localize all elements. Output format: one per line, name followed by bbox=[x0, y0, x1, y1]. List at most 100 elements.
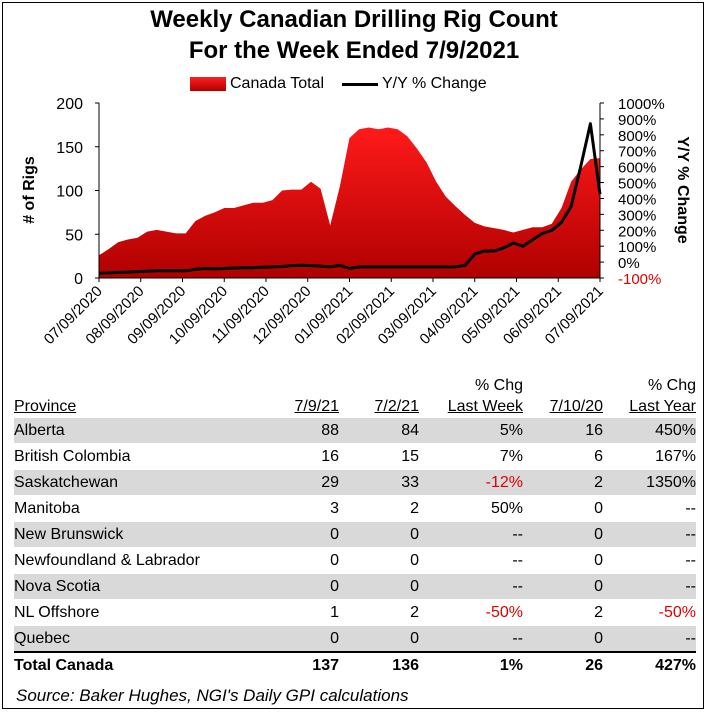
header-top-cell: % Chg bbox=[647, 377, 696, 394]
table-cell-province: NL Offshore bbox=[14, 599, 264, 626]
table-cell-chg-year: -- bbox=[603, 521, 696, 548]
table-cell-cur: 0 bbox=[264, 625, 339, 653]
table-cell-year-ago: 0 bbox=[523, 625, 603, 653]
rig-count-chart: 0 50 100 150 200 -100%0%100%200%300%400%500%6… bbox=[21, 96, 691, 348]
total-cell-chg-year: 427% bbox=[603, 651, 696, 678]
table-cell-chg-year: 1350% bbox=[603, 469, 696, 496]
table-cell-year-ago: 0 bbox=[523, 495, 603, 522]
table-cell-cur: 16 bbox=[264, 443, 339, 470]
header-top-cell bbox=[264, 376, 339, 396]
y-tick-label-left: 0 bbox=[74, 271, 83, 288]
header-cell: Province bbox=[14, 398, 77, 415]
table-cell-prev: 84 bbox=[339, 418, 419, 444]
legend-area-swatch bbox=[190, 77, 226, 91]
table-cell-cur: 0 bbox=[264, 573, 339, 600]
table-cell-cur: 3 bbox=[264, 495, 339, 522]
series-yy-change-line bbox=[98, 122, 602, 275]
legend-line-swatch bbox=[342, 82, 378, 86]
table-cell-chg-year: -- bbox=[603, 573, 696, 600]
table-cell-chg-week: 7% bbox=[419, 443, 523, 470]
table-cell-prev: 33 bbox=[339, 469, 419, 496]
table-cell-province: Manitoba bbox=[14, 495, 264, 522]
total-cell-cur: 137 bbox=[264, 651, 339, 678]
legend: Canada Total Y/Y % Change bbox=[190, 75, 487, 93]
table-cell-province: New Brunswick bbox=[14, 521, 264, 548]
series-canada-total-area bbox=[99, 127, 600, 278]
y-tick-label-right: 500% bbox=[618, 176, 656, 193]
y-tick-label-left: 200 bbox=[56, 96, 83, 113]
header-top-cell bbox=[14, 376, 264, 396]
table-cell-prev: 0 bbox=[339, 547, 419, 574]
y-tick-label-right: -100% bbox=[618, 271, 661, 288]
total-cell-chg-week: 1% bbox=[419, 651, 523, 678]
table-cell-year-ago: 6 bbox=[523, 443, 603, 470]
table-header-top: % Chg % Chg bbox=[14, 376, 696, 396]
y-tick-label-right: 0% bbox=[618, 255, 640, 272]
table-row: Manitoba 3 2 50% 0 -- bbox=[14, 495, 696, 522]
table-row: Saskatchewan 29 33 -12% 2 1350% bbox=[14, 469, 696, 496]
y-tick-label-right: 100% bbox=[618, 239, 656, 256]
source-note: Source: Baker Hughes, NGI's Daily GPI ca… bbox=[16, 686, 409, 705]
y-tick-label-left: 150 bbox=[56, 140, 83, 157]
table-cell-cur: 88 bbox=[264, 418, 339, 444]
table-cell-prev: 2 bbox=[339, 495, 419, 522]
table-cell-chg-year: -- bbox=[603, 547, 696, 574]
table-cell-chg-week: -50% bbox=[419, 599, 523, 626]
table-cell-province: Quebec bbox=[14, 625, 264, 653]
total-cell-prev: 136 bbox=[339, 651, 419, 678]
table-cell-chg-week: -12% bbox=[419, 469, 523, 496]
table-cell-chg-week: -- bbox=[419, 547, 523, 574]
table-cell-prev: 15 bbox=[339, 443, 419, 470]
header-top-cell: % Chg bbox=[474, 377, 523, 394]
table-cell-year-ago: 0 bbox=[523, 547, 603, 574]
table-cell-chg-week: 50% bbox=[419, 495, 523, 522]
table-cell-chg-year: -50% bbox=[603, 599, 696, 626]
table-cell-year-ago: 2 bbox=[523, 469, 603, 496]
table-total-row: Total Canada 137 136 1% 26 427% bbox=[14, 651, 696, 678]
table-cell-chg-week: -- bbox=[419, 521, 523, 548]
table-cell-province: British Colombia bbox=[14, 443, 264, 470]
table-cell-province: Newfoundland & Labrador bbox=[14, 547, 264, 574]
y-axis-title-left: # of Rigs bbox=[21, 156, 38, 224]
y-tick-label-right: 700% bbox=[618, 144, 656, 161]
table-row: Alberta 88 84 5% 16 450% bbox=[14, 418, 696, 444]
table-cell-prev: 2 bbox=[339, 599, 419, 626]
table-header: Province 7/9/21 7/2/21 Last Week 7/10/20 Last… bbox=[14, 396, 696, 418]
y-tick-label-right: 600% bbox=[618, 160, 656, 177]
table-cell-year-ago: 0 bbox=[523, 521, 603, 548]
header-cell: 7/9/21 bbox=[294, 398, 339, 415]
legend-area-label: Canada Total bbox=[230, 75, 324, 92]
table-row: NL Offshore 1 2 -50% 2 -50% bbox=[14, 599, 696, 626]
y-tick-label-right: 900% bbox=[618, 112, 656, 129]
table-cell-prev: 0 bbox=[339, 521, 419, 548]
table-cell-cur: 0 bbox=[264, 521, 339, 548]
y-tick-label-left: 100 bbox=[56, 184, 83, 201]
total-cell-province: Total Canada bbox=[14, 651, 264, 678]
table-row: New Brunswick 0 0 -- 0 -- bbox=[14, 521, 696, 548]
table-cell-year-ago: 0 bbox=[523, 573, 603, 600]
table-cell-cur: 0 bbox=[264, 547, 339, 574]
table-row: Quebec 0 0 -- 0 -- bbox=[14, 625, 696, 653]
y-tick-label-right: 1000% bbox=[618, 96, 665, 113]
y-tick-label-right: 800% bbox=[618, 128, 656, 145]
table-row: British Colombia 16 15 7% 6 167% bbox=[14, 443, 696, 470]
y-tick-label-right: 300% bbox=[618, 207, 656, 224]
table-cell-year-ago: 16 bbox=[523, 418, 603, 444]
table-cell-chg-year: 450% bbox=[603, 418, 696, 444]
table-cell-chg-year: -- bbox=[603, 495, 696, 522]
y-tick-label-left: 50 bbox=[65, 227, 83, 244]
legend-line-label: Y/Y % Change bbox=[382, 75, 487, 92]
table-row: Newfoundland & Labrador 0 0 -- 0 -- bbox=[14, 547, 696, 574]
header-cell: Last Year bbox=[629, 398, 696, 415]
table-cell-chg-week: -- bbox=[419, 573, 523, 600]
chart-title: Weekly Canadian Drilling Rig Count For t… bbox=[0, 4, 708, 66]
table-cell-chg-week: 5% bbox=[419, 418, 523, 444]
title-line-2: For the Week Ended 7/9/2021 bbox=[188, 37, 520, 64]
table-cell-cur: 1 bbox=[264, 599, 339, 626]
table-cell-province: Saskatchewan bbox=[14, 469, 264, 496]
table-cell-year-ago: 2 bbox=[523, 599, 603, 626]
y-tick-label-right: 400% bbox=[618, 191, 656, 208]
y-tick-label-right: 200% bbox=[618, 223, 656, 240]
table-cell-prev: 0 bbox=[339, 573, 419, 600]
